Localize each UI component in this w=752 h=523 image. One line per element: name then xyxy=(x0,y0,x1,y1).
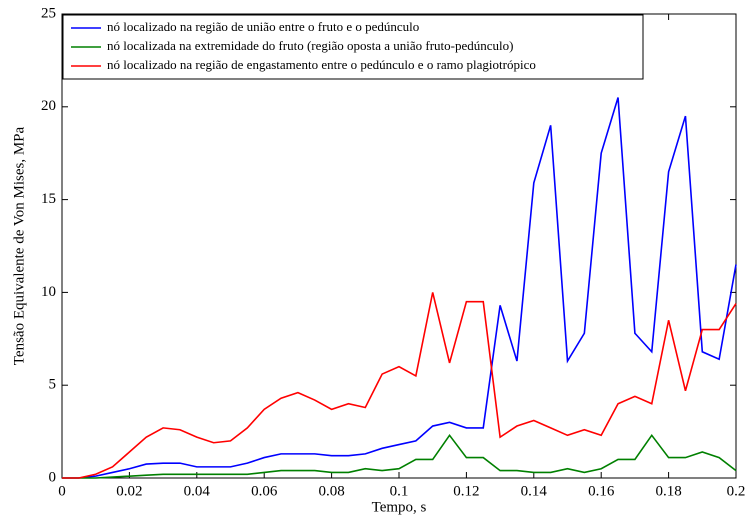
x-tick-label: 0.1 xyxy=(390,483,409,499)
legend-label: nó localizado na região de união entre o… xyxy=(107,19,419,34)
x-tick-label: 0.08 xyxy=(318,483,344,499)
data-line xyxy=(62,292,737,479)
x-tick-label: 0.2 xyxy=(727,483,746,499)
y-tick-label: 15 xyxy=(41,191,56,207)
x-axis-label: Tempo, s xyxy=(372,499,427,515)
y-tick-label: 20 xyxy=(41,98,56,114)
x-tick-label: 0.14 xyxy=(521,483,548,499)
plot-area xyxy=(61,13,737,479)
y-tick-label: 10 xyxy=(41,284,56,300)
y-tick-label: 0 xyxy=(49,469,57,485)
x-tick-label: 0.04 xyxy=(184,483,211,499)
x-tick-label: 0.16 xyxy=(588,483,615,499)
y-axis-label: Tensão Equivalente de Von Mises, MPa xyxy=(11,126,27,365)
x-tick-label: 0.12 xyxy=(453,483,479,499)
x-tick-label: 0.06 xyxy=(251,483,278,499)
legend-box xyxy=(62,14,644,80)
x-tick-label: 0 xyxy=(58,483,66,499)
data-line xyxy=(62,97,737,479)
x-tick-label: 0.02 xyxy=(116,483,142,499)
legend-label: nó localizado na região de engastamento … xyxy=(107,57,536,72)
y-tick-label: 5 xyxy=(49,377,57,393)
data-line xyxy=(62,433,737,479)
y-tick-label: 25 xyxy=(41,5,56,21)
x-tick-label: 0.18 xyxy=(655,483,681,499)
legend-label: nó localizada na extremidade do fruto (r… xyxy=(107,38,513,53)
